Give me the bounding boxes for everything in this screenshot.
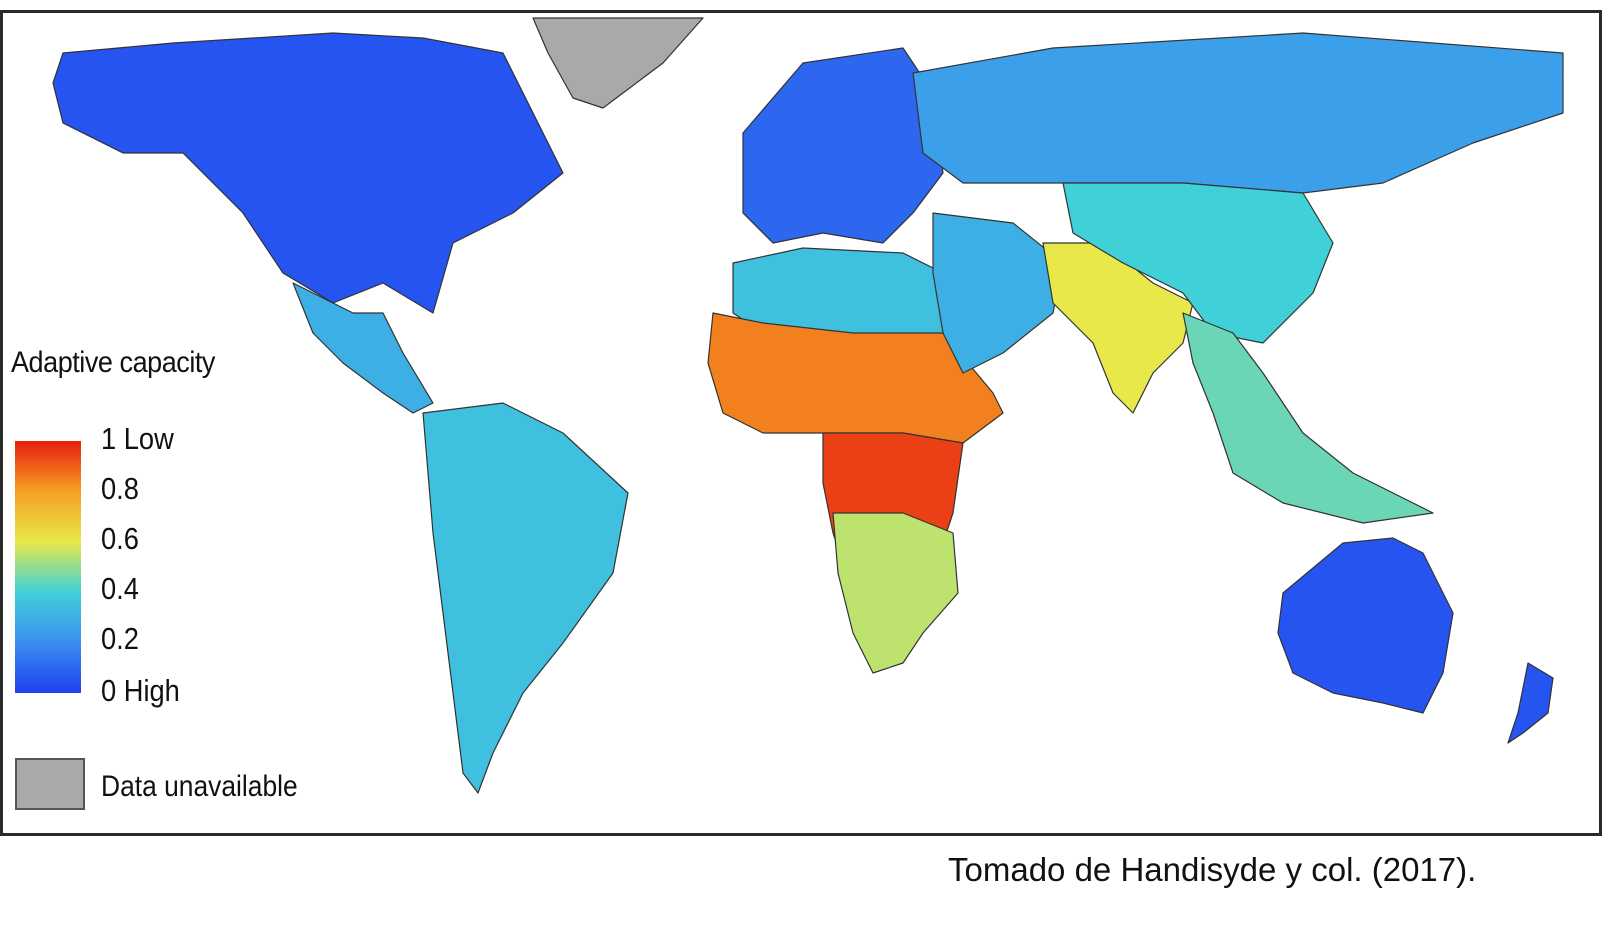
legend-colorbar [15,441,81,693]
data-unavailable-swatch [15,758,85,810]
legend-tick-0-8: 0.8 [101,471,139,506]
region-north-america [52,32,564,314]
region-southeast-asia [1182,312,1434,524]
legend-tick-0-6: 0.6 [101,521,139,556]
region-china [1062,182,1334,344]
world-map [52,17,1564,794]
map-frame: Adaptive capacity 1 Low 0.8 0.6 0.4 0.2 … [0,10,1602,836]
source-caption: Tomado de Handisyde y col. (2017). [948,851,1477,888]
legend-tick-0-2: 0.2 [101,621,139,656]
region-greenland [532,17,704,109]
legend-tick-0-4: 0.4 [101,571,139,606]
region-europe [742,47,944,244]
legend-tick-1: 1 Low [101,421,174,456]
region-new-zealand [1507,662,1554,744]
region-central-america [292,282,434,414]
region-australia [1277,537,1454,714]
region-russia [912,32,1564,194]
region-southern-africa [832,512,959,674]
legend-title: Adaptive capacity [11,346,215,379]
region-middle-east [932,212,1064,374]
legend-tick-0: 0 High [101,673,180,708]
data-unavailable-label: Data unavailable [101,770,298,803]
region-south-america [422,402,629,794]
